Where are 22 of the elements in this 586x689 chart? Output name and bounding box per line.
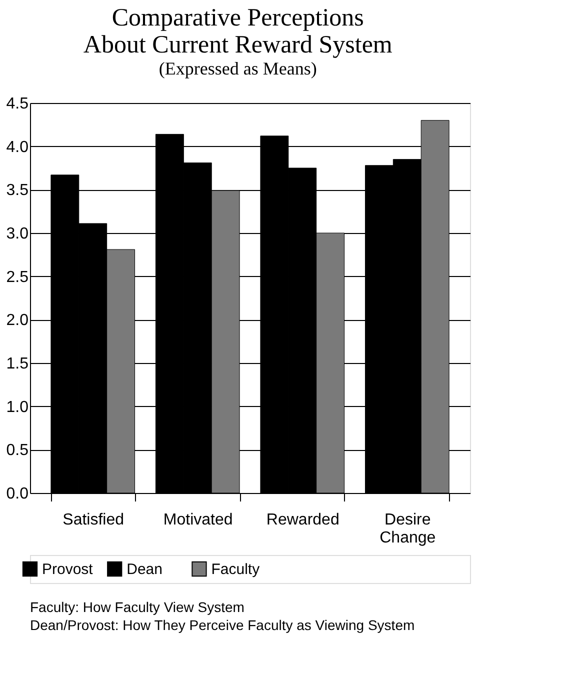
y-tick-label: 1.5: [6, 356, 29, 372]
x-tick-label: Desire Change: [380, 512, 436, 546]
y-tick-label: 3.5: [6, 182, 29, 200]
y-tick-label: 3.0: [6, 226, 29, 242]
chart-subtitle: (Expressed as Means): [158, 58, 317, 78]
x-tick-label: Rewarded: [266, 512, 340, 528]
y-tick-label: 2.5: [6, 268, 29, 286]
legend-label: Provost: [42, 561, 94, 578]
text: Faculty: How Faculty View System: [30, 599, 244, 615]
y-tick-label: 4.5: [6, 96, 29, 112]
legend-label: Dean: [126, 561, 162, 578]
y-tick-label: 1.0: [6, 398, 29, 416]
y-tick-label: 2.0: [6, 312, 29, 330]
y-tick-label: 0.5: [6, 442, 29, 460]
y-tick-label: 0.0: [6, 486, 29, 502]
y-tick-label: 4.0: [6, 138, 29, 156]
text: About Current Reward System: [83, 32, 392, 58]
x-tick-label: Motivated: [163, 512, 233, 528]
text: Dean/Provost: How They Perceive Faculty as Viewing System: [30, 617, 415, 633]
legend-label: Faculty: [211, 561, 260, 578]
text: Comparative Perceptions: [112, 4, 364, 32]
x-tick-label: Satisfied: [62, 512, 124, 528]
